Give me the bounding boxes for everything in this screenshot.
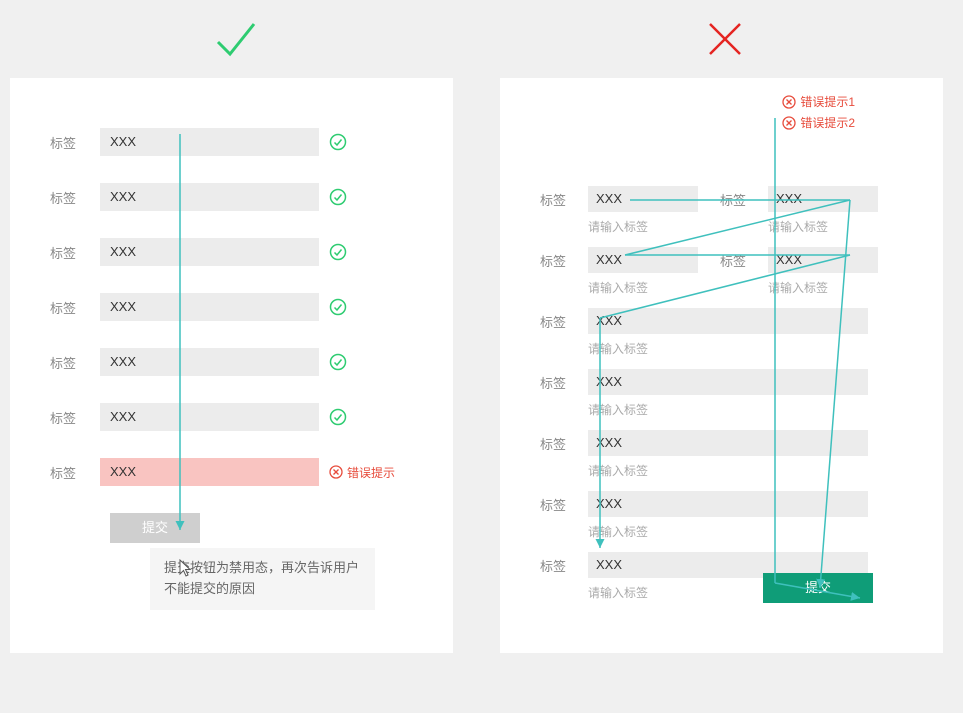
text-input[interactable]: XXX — [100, 348, 319, 376]
error-message: 错误提示1 — [782, 93, 855, 110]
field-label: 标签 — [50, 133, 100, 152]
top-error-list: 错误提示1 错误提示2 — [782, 93, 855, 135]
bad-example-panel: 错误提示1错误提示2 标签XXX请输入标签标签XXX请输入标签标签XXX请输入标… — [500, 78, 943, 653]
text-input[interactable]: XXX — [100, 183, 319, 211]
field-label: 标签 — [50, 243, 100, 262]
text-input[interactable]: XXX — [588, 430, 868, 456]
field-hint: 请输入标签 — [588, 401, 868, 418]
field-label: 标签 — [50, 353, 100, 372]
ok-icon — [329, 353, 347, 371]
form-row: 标签XXX — [50, 403, 413, 431]
text-input[interactable]: XXX — [100, 403, 319, 431]
good-example-panel: 标签XXX标签XXX标签XXX标签XXX标签XXX标签XXX标签XXX错误提示 … — [10, 78, 453, 653]
ok-icon — [329, 188, 347, 206]
form-row: 标签XXX — [50, 348, 413, 376]
field-hint: 请输入标签 — [588, 340, 868, 357]
field-label: 标签 — [50, 298, 100, 317]
form-field: 标签XXX 请输入标签 — [720, 247, 878, 296]
text-input[interactable]: XXX — [100, 238, 319, 266]
error-message: 错误提示2 — [782, 114, 855, 131]
form-row: 标签XXX — [50, 128, 413, 156]
text-input[interactable]: XXX — [588, 186, 698, 212]
form-field: 标签XXX 请输入标签 — [540, 308, 868, 357]
submit-button-disabled: 提交 — [110, 513, 200, 543]
field-hint: 请输入标签 — [768, 279, 878, 296]
text-input[interactable]: XXX — [100, 293, 319, 321]
field-hint: 请输入标签 — [588, 462, 868, 479]
field-label: 标签 — [540, 312, 588, 331]
field-label: 标签 — [540, 495, 588, 514]
form-row: 标签XXX请输入标签标签XXX请输入标签 — [540, 247, 878, 296]
text-input[interactable]: XXX — [588, 491, 868, 517]
field-label: 标签 — [540, 251, 588, 270]
text-input[interactable]: XXX — [588, 369, 868, 395]
ok-icon — [329, 243, 347, 261]
good-check-icon — [210, 14, 260, 67]
error-icon: 错误提示 — [329, 464, 395, 481]
form-field: 标签XXX 请输入标签 — [540, 369, 868, 418]
text-input[interactable]: XXX — [100, 128, 319, 156]
text-input[interactable]: XXX — [100, 458, 319, 486]
field-label: 标签 — [50, 463, 100, 482]
field-label: 标签 — [720, 190, 768, 209]
form-field: 标签XXX 请输入标签 — [540, 247, 698, 296]
submit-button-active[interactable]: 提交 — [763, 573, 873, 603]
form-row: 标签XXX 请输入标签 — [540, 369, 878, 418]
form-field: 标签XXX 请输入标签 — [540, 430, 868, 479]
form-row: 标签XXX 请输入标签 — [540, 491, 878, 540]
field-label: 标签 — [50, 188, 100, 207]
form-field: 标签XXX 请输入标签 — [720, 186, 878, 235]
field-hint: 请输入标签 — [588, 523, 868, 540]
field-hint: 请输入标签 — [768, 218, 878, 235]
ok-icon — [329, 133, 347, 151]
text-input[interactable]: XXX — [768, 186, 878, 212]
text-input[interactable]: XXX — [588, 247, 698, 273]
form-row: 标签XXX 错误提示 — [50, 458, 413, 486]
field-hint: 请输入标签 — [588, 218, 698, 235]
form-field: 标签XXX 请输入标签 — [540, 491, 868, 540]
bad-cross-icon — [700, 14, 750, 67]
form-row: 标签XXX 请输入标签 — [540, 430, 878, 479]
text-input[interactable]: XXX — [768, 247, 878, 273]
field-label: 标签 — [720, 251, 768, 270]
ok-icon — [329, 298, 347, 316]
field-label: 标签 — [50, 408, 100, 427]
cursor-icon — [178, 558, 194, 581]
form-row: 标签XXX 请输入标签 — [540, 308, 878, 357]
field-label: 标签 — [540, 373, 588, 392]
field-label: 标签 — [540, 434, 588, 453]
text-input[interactable]: XXX — [588, 308, 868, 334]
field-label: 标签 — [540, 190, 588, 209]
ok-icon — [329, 408, 347, 426]
form-row: 标签XXX请输入标签标签XXX请输入标签 — [540, 186, 878, 235]
form-field: 标签XXX 请输入标签 — [540, 186, 698, 235]
field-hint: 请输入标签 — [588, 279, 698, 296]
field-label: 标签 — [540, 556, 588, 575]
form-row: 标签XXX — [50, 183, 413, 211]
form-row: 标签XXX — [50, 238, 413, 266]
form-row: 标签XXX — [50, 293, 413, 321]
